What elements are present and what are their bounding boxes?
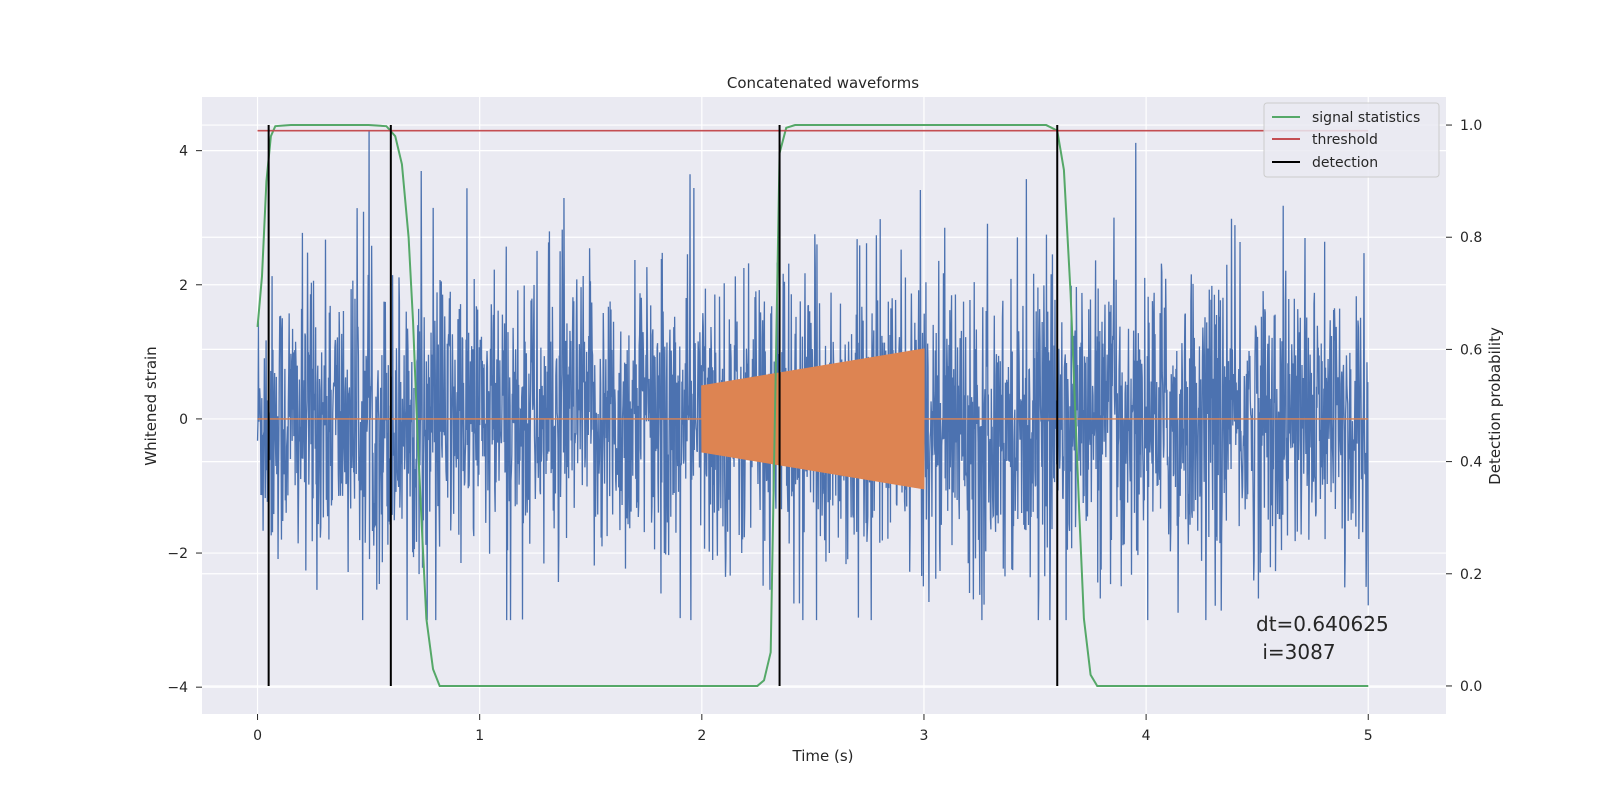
legend-box bbox=[1263, 102, 1440, 178]
signal-statistics-series bbox=[256, 124, 1369, 687]
detection-series bbox=[267, 125, 1059, 686]
y-right-tick-label: 0.8 bbox=[1460, 230, 1482, 246]
chart-title: Concatenated waveforms bbox=[727, 74, 919, 92]
y-tick-label: 4 bbox=[179, 144, 188, 160]
x-tick-label: 4 bbox=[1142, 728, 1151, 744]
x-axis-label: Time (s) bbox=[792, 747, 854, 765]
y-tick-label: 0 bbox=[179, 412, 188, 428]
y-tick-label: −4 bbox=[167, 680, 188, 696]
y-tick-label: 2 bbox=[179, 278, 188, 294]
chirp-line bbox=[257, 348, 1369, 490]
legend: signal statistics threshold detection bbox=[1263, 102, 1440, 178]
y-right-tick-label: 0.6 bbox=[1460, 342, 1482, 358]
chirp-series bbox=[257, 348, 1369, 490]
y-tick-label: −2 bbox=[167, 546, 188, 562]
legend-label-detection: detection bbox=[1312, 155, 1378, 171]
y-right-tick-label: 1.0 bbox=[1460, 118, 1482, 134]
x-tick-label: 0 bbox=[253, 728, 262, 744]
y-right-tick-label: 0.0 bbox=[1460, 679, 1482, 695]
y-axis-label: Whitened strain bbox=[142, 346, 160, 465]
x-tick-label: 5 bbox=[1364, 728, 1373, 744]
y-right-tick-label: 0.2 bbox=[1460, 567, 1482, 583]
annotation-i: i=3087 bbox=[1256, 640, 1336, 664]
x-tick-label: 3 bbox=[920, 728, 929, 744]
signal-statistics-line bbox=[256, 124, 1369, 687]
x-axis: 0 1 2 3 4 5 bbox=[253, 714, 1373, 744]
y-axis-right: 0.0 0.2 0.4 0.6 0.8 1.0 bbox=[1446, 118, 1482, 695]
y-axis-left: −4 −2 0 2 4 bbox=[167, 144, 202, 696]
legend-label-signal-statistics: signal statistics bbox=[1312, 110, 1420, 126]
legend-label-threshold: threshold bbox=[1312, 132, 1378, 148]
x-tick-label: 1 bbox=[475, 728, 484, 744]
annotation-dt: dt=0.640625 bbox=[1256, 612, 1389, 636]
x-tick-label: 2 bbox=[697, 728, 706, 744]
y-right-tick-label: 0.4 bbox=[1460, 455, 1482, 471]
y-axis-right-label: Detection probability bbox=[1486, 327, 1504, 485]
